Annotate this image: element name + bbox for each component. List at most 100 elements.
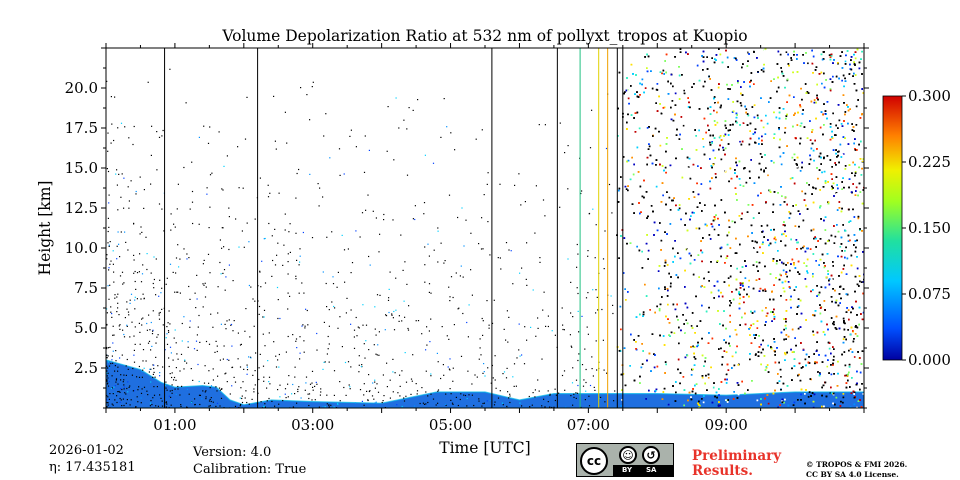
signal-point [430,292,432,294]
signal-point [503,328,505,330]
signal-point [254,300,256,302]
signal-point [344,361,347,364]
signal-point [430,375,432,377]
signal-point [443,262,445,264]
signal-point [165,387,167,389]
signal-point [558,392,560,394]
signal-point [459,398,461,401]
signal-point [422,402,424,404]
noise-point [826,365,829,368]
signal-point [412,354,414,356]
signal-point [209,398,211,401]
signal-point [389,271,391,273]
noise-point [774,241,777,244]
signal-point [219,389,221,391]
signal-point [234,405,237,407]
signal-point [578,353,580,355]
signal-point [364,357,366,359]
signal-point [208,370,210,372]
signal-point [391,314,393,316]
signal-point [296,347,298,349]
signal-point [436,352,438,354]
signal-point [482,402,484,405]
signal-point [326,394,328,396]
signal-point [106,254,108,256]
signal-point [196,349,198,351]
signal-point [561,374,564,377]
signal-point [300,397,302,399]
signal-point [531,404,533,406]
signal-point [304,325,306,327]
signal-point [113,386,115,388]
signal-point [455,396,457,398]
signal-point [433,249,435,251]
signal-point [518,323,520,325]
signal-point [165,337,167,339]
signal-point [119,357,121,359]
signal-point [298,168,300,171]
signal-point [358,355,360,357]
signal-point [166,333,168,335]
signal-point [309,119,311,121]
signal-point [208,382,210,384]
signal-point [541,358,543,360]
signal-point [300,87,302,89]
signal-point [339,381,341,383]
signal-point [479,347,481,349]
signal-point [134,270,136,273]
signal-point [294,376,296,378]
signal-point [282,264,284,266]
signal-point [299,248,301,250]
signal-point [279,317,281,320]
signal-point [396,404,398,406]
signal-point [350,272,352,274]
signal-point [276,286,279,289]
signal-point [164,384,166,386]
signal-point [277,299,279,301]
signal-point [165,381,167,383]
signal-point [113,334,115,336]
signal-point [468,394,470,396]
signal-point [117,209,119,211]
signal-point [170,229,172,231]
signal-point [246,96,248,98]
signal-point [219,359,221,361]
signal-point [584,348,586,350]
signal-point [526,339,528,341]
signal-point [203,125,205,127]
signal-point [129,336,131,338]
signal-point [446,126,448,128]
signal-point [162,324,164,326]
signal-point [107,396,109,398]
noise-point [685,319,687,321]
signal-point [424,246,426,248]
signal-point [196,274,198,276]
signal-point [199,341,201,343]
signal-point [591,368,593,370]
signal-point [406,283,408,285]
signal-point [350,366,352,368]
signal-point [296,259,298,261]
signal-point [177,388,179,390]
signal-point [305,376,308,378]
signal-point [221,188,223,190]
signal-point [208,343,211,345]
signal-point [133,349,135,351]
signal-point [425,370,427,372]
signal-point [581,364,584,366]
signal-point [549,394,551,396]
signal-point [142,349,145,351]
signal-point [587,333,589,335]
signal-point [175,367,177,369]
signal-point [489,254,491,256]
signal-point [181,385,183,387]
signal-point [171,389,173,392]
signal-point [123,207,125,209]
signal-point [223,246,225,248]
signal-point [467,370,469,372]
signal-point [572,404,574,406]
signal-point [149,402,152,404]
signal-point [448,338,450,340]
signal-point [188,393,190,395]
signal-point [107,402,109,404]
